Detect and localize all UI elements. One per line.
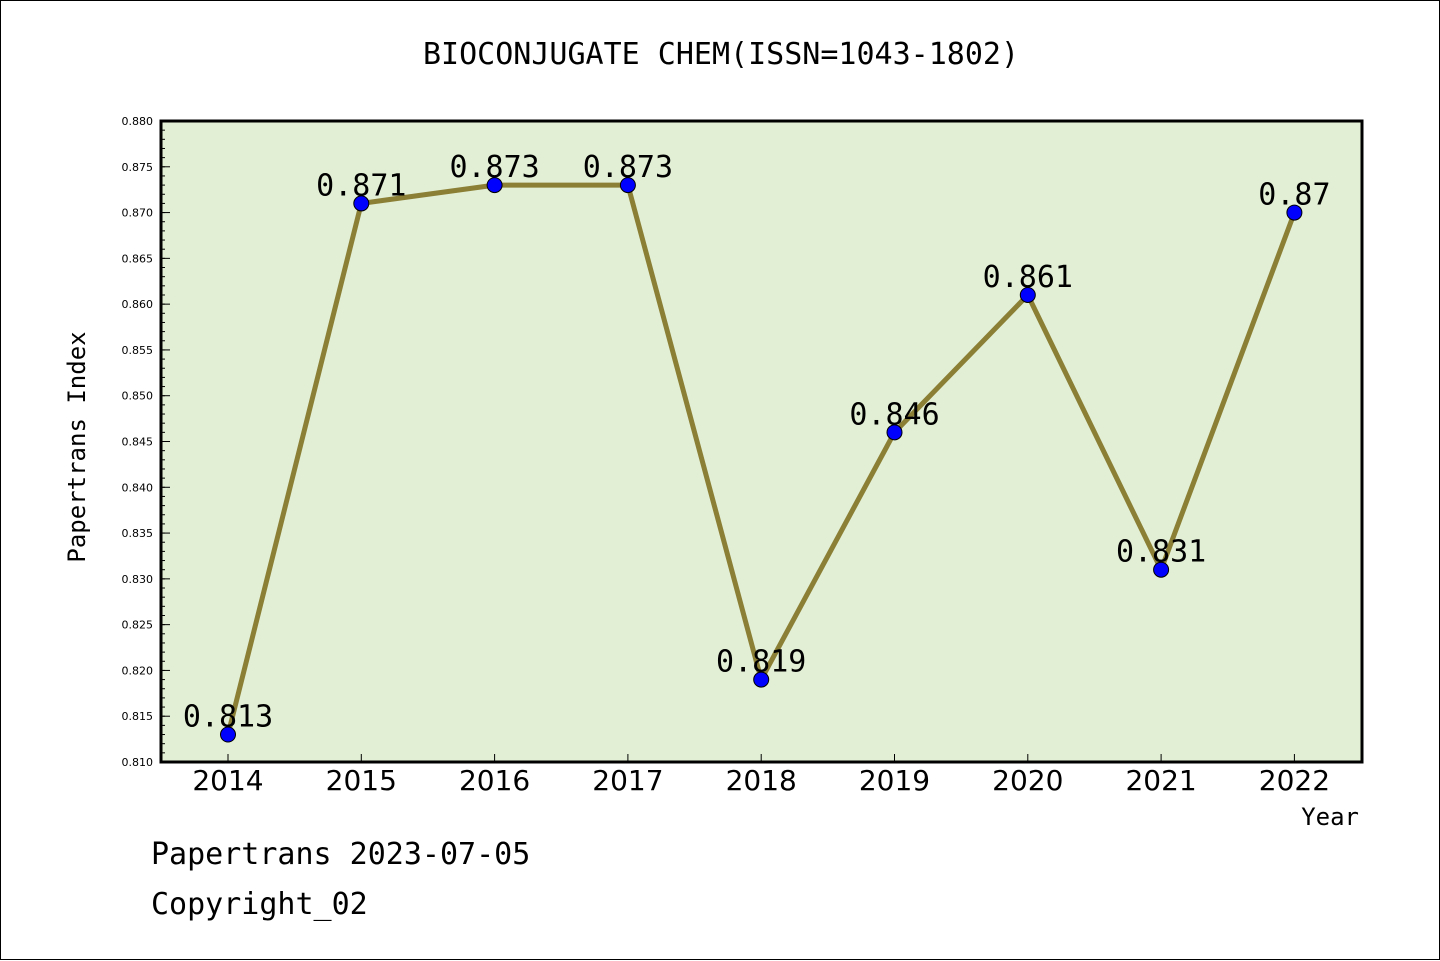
data-label: 0.873	[583, 150, 673, 185]
y-tick-label: 0.855	[122, 344, 154, 357]
data-point	[753, 671, 770, 688]
x-tick-label: 2016	[459, 764, 530, 797]
x-tick-label: 2021	[1125, 764, 1196, 797]
x-tick-label: 2015	[326, 764, 397, 797]
data-point	[1153, 561, 1170, 578]
y-tick-label: 0.875	[122, 161, 154, 174]
data-point	[220, 726, 236, 743]
y-tick-label: 0.810	[122, 756, 154, 769]
data-point	[1286, 204, 1303, 221]
y-tick-label: 0.840	[122, 481, 154, 494]
y-tick-label: 0.870	[122, 207, 154, 220]
y-tick-label: 0.865	[122, 252, 154, 265]
data-label: 0.846	[849, 397, 939, 432]
data-label: 0.87	[1258, 178, 1330, 213]
data-point	[886, 424, 903, 441]
y-tick-label: 0.850	[122, 390, 154, 403]
data-point	[1019, 286, 1036, 303]
y-tick-label: 0.830	[122, 573, 154, 586]
data-label: 0.861	[983, 260, 1073, 295]
data-point	[486, 177, 503, 194]
x-axis-label: Year	[1301, 803, 1359, 831]
y-tick-label: 0.835	[122, 527, 154, 540]
x-tick-label: 2018	[726, 764, 797, 797]
x-tick-label: 2022	[1259, 764, 1330, 797]
y-tick-label: 0.825	[122, 619, 154, 632]
data-label: 0.819	[716, 645, 806, 680]
footer-date: Papertrans 2023-07-05	[151, 837, 531, 872]
y-tick-label: 0.820	[122, 664, 154, 677]
data-label: 0.873	[449, 150, 539, 185]
plot-area	[159, 119, 1364, 764]
y-tick-label: 0.880	[122, 115, 154, 128]
chart-title: BIOCONJUGATE CHEM(ISSN=1043-1802)	[422, 37, 1020, 72]
footer-copyright: Copyright_02	[151, 887, 368, 922]
x-tick-label: 2019	[859, 764, 930, 797]
data-label: 0.831	[1116, 535, 1206, 570]
data-label: 0.813	[183, 700, 273, 735]
y-tick-label: 0.860	[122, 298, 154, 311]
data-point	[353, 195, 370, 212]
x-tick-label: 2014	[192, 764, 263, 797]
y-tick-label: 0.845	[122, 436, 154, 449]
x-tick-label: 2017	[592, 764, 663, 797]
data-label: 0.871	[316, 168, 406, 203]
y-tick-label: 0.815	[122, 710, 154, 723]
data-point	[619, 177, 636, 194]
x-tick-label: 2020	[992, 764, 1063, 797]
